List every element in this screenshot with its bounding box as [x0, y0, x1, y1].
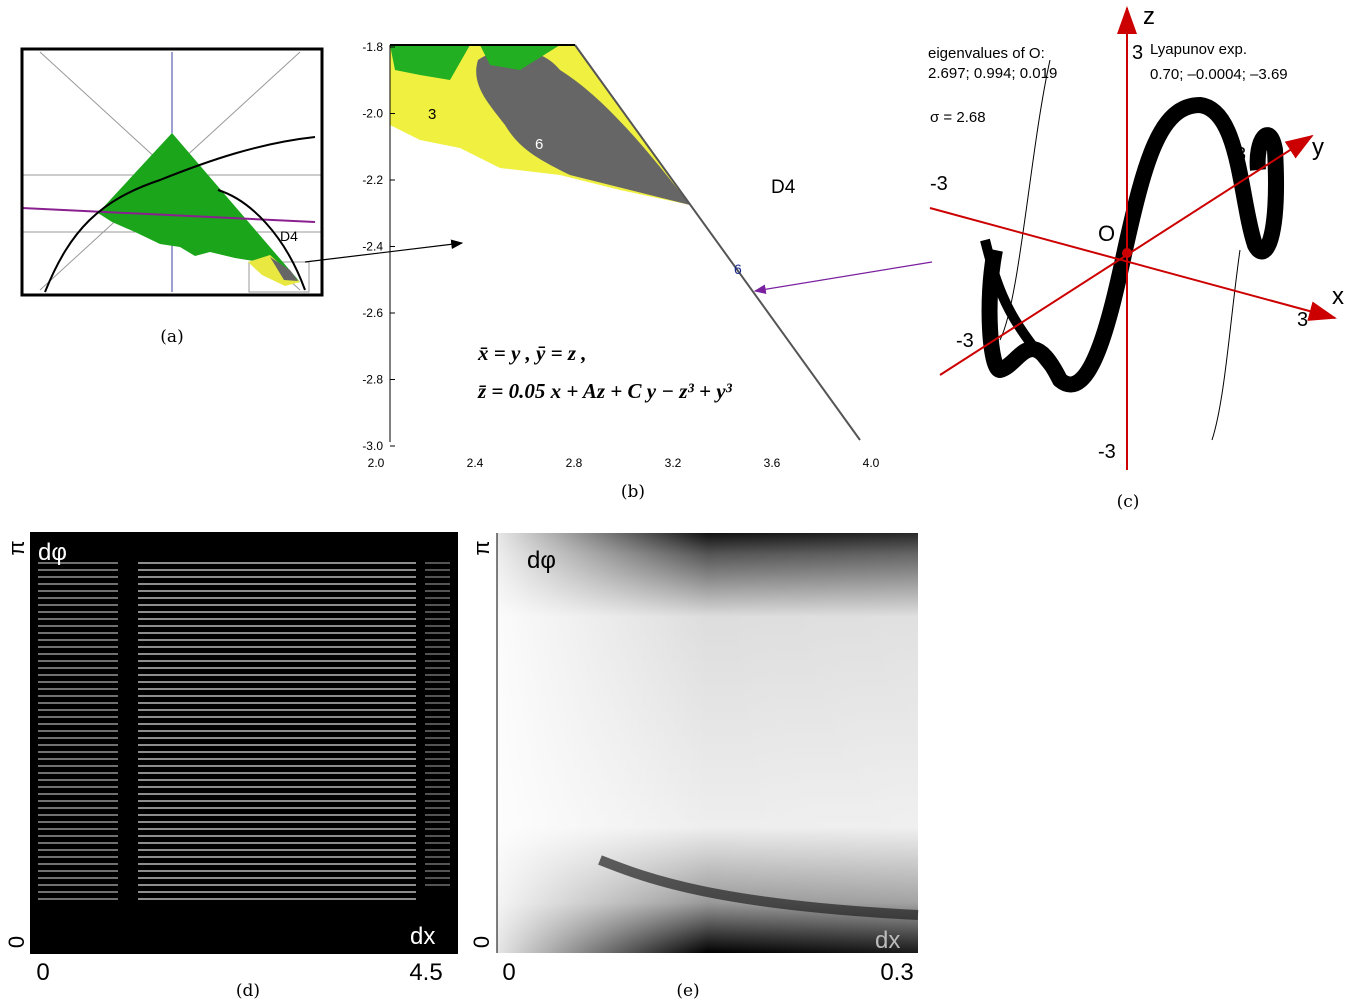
region-green — [390, 45, 470, 80]
axis-label: y — [1312, 134, 1324, 161]
equation: z̄ = 0.05 x + Az + C y − z³ + y³ — [477, 379, 733, 403]
annotation: σ = 2.68 — [930, 109, 986, 126]
origin — [1122, 248, 1132, 258]
region-label: 3 — [428, 106, 436, 123]
region-label: 6 — [535, 136, 543, 153]
curve — [217, 189, 306, 291]
panel-e: dφ dx π 0 0 0.3 (e) — [469, 533, 919, 1001]
panel-b: 3 6 D4 6 x̄ = y , ȳ = z , z̄ = 0.05 x + … — [362, 40, 933, 502]
y-tick-label: 0 — [469, 936, 494, 948]
tick-label: -3 — [1098, 441, 1116, 463]
x-tick-label: 2.8 — [566, 456, 583, 470]
curve-purple — [21, 207, 316, 223]
annotation: 0.70; –0.0004; –3.69 — [1150, 66, 1288, 83]
attractor — [981, 97, 1284, 393]
axis-label: x — [1332, 283, 1344, 310]
axis-label: dx — [410, 923, 435, 950]
density-curve — [598, 855, 919, 920]
tick-label: 3 — [1132, 42, 1143, 64]
region-label: D4 — [771, 177, 796, 198]
boundary — [574, 44, 861, 441]
y-tick-label: -1.8 — [362, 40, 383, 54]
equation: x̄ = y , ȳ = z , — [477, 341, 587, 365]
axis-label: z — [1143, 3, 1155, 30]
caption: (a) — [160, 327, 183, 347]
y-tick-label: -3.0 — [362, 439, 383, 453]
region-gray — [270, 257, 298, 281]
x-tick-label: 3.2 — [665, 456, 682, 470]
tick-label: -3 — [930, 173, 948, 195]
region-gray — [476, 49, 690, 205]
y-tick-label: -2.2 — [362, 173, 383, 187]
arrow — [753, 261, 933, 294]
density — [425, 560, 450, 890]
x-tick-label: 0 — [36, 959, 49, 986]
x-tick-label: 4.5 — [409, 959, 442, 986]
caption: (e) — [676, 981, 699, 1001]
axis-label: O — [1098, 221, 1115, 246]
curve — [44, 136, 316, 293]
region-label: 6 — [734, 261, 742, 277]
y-tick-label: -2.6 — [362, 306, 383, 320]
caption: (d) — [236, 981, 260, 1001]
axis-label: dφ — [527, 547, 556, 574]
axis-label: dφ — [38, 539, 67, 566]
y-tick-label: -2.0 — [362, 107, 383, 121]
annotation: Lyapunov exp. — [1150, 41, 1247, 58]
region-green — [98, 133, 300, 285]
caption: (b) — [621, 482, 645, 502]
density — [497, 533, 918, 953]
frame — [20, 47, 324, 297]
x-tick-label: 0 — [502, 959, 515, 986]
region-green — [480, 45, 560, 70]
tick-label: 3 — [1297, 309, 1308, 331]
x-tick-label: 4.0 — [863, 456, 880, 470]
x-tick-label: 2.4 — [467, 456, 484, 470]
attractor — [980, 238, 1064, 384]
annotation: eigenvalues of O: — [928, 45, 1045, 62]
y-tick-label: π — [469, 540, 494, 555]
axis-label: dx — [875, 927, 900, 954]
x-tick-label: 2.0 — [368, 456, 385, 470]
y-tick-label: -2.8 — [362, 373, 383, 387]
tick-label: 3 — [1236, 144, 1246, 164]
tick-label: -3 — [956, 330, 974, 352]
caption: (c) — [1117, 492, 1140, 512]
arrow — [304, 239, 464, 263]
x-tick-label: 0.3 — [880, 959, 913, 986]
annotation: 2.697; 0.994; 0.019 — [928, 65, 1057, 82]
y-tick-label: -2.4 — [362, 240, 383, 254]
panel-c: z y x O 3 3 3 -3 -3 -3 eigenvalues of O:… — [928, 3, 1344, 512]
trajectory — [1211, 249, 1241, 441]
density — [138, 560, 416, 905]
y-tick-label: 0 — [4, 936, 29, 948]
panel-a: D4 (a) — [20, 47, 464, 347]
density — [38, 560, 118, 900]
trajectory — [999, 59, 1051, 341]
region-label: D4 — [280, 228, 298, 244]
panel-d: dφ dx π 0 0 4.5 (d) — [4, 532, 458, 1001]
x-tick-label: 3.6 — [764, 456, 781, 470]
y-tick-label: π — [4, 540, 29, 555]
